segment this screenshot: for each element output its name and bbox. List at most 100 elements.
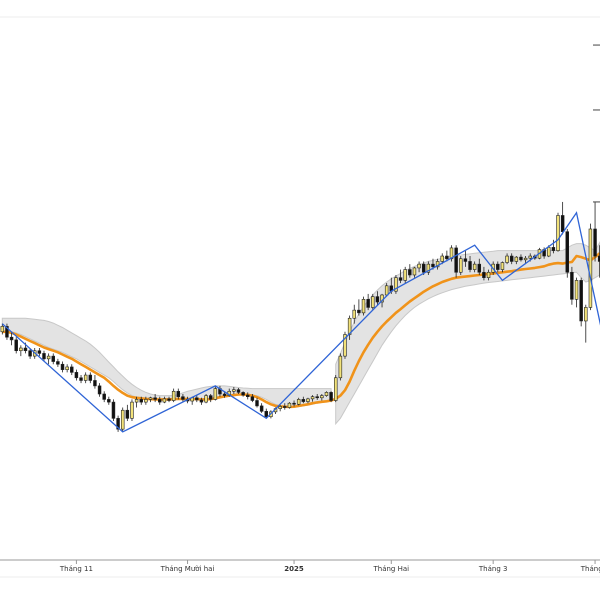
candle-body-down — [195, 397, 199, 401]
candle-body-up — [46, 355, 51, 360]
candle-body-up — [320, 395, 324, 399]
candle — [584, 304, 588, 343]
candle-body-up — [19, 347, 23, 352]
candle — [505, 253, 509, 265]
candle — [60, 361, 65, 373]
candle-body-down — [292, 402, 296, 405]
x-tick-label: Tháng 3 — [478, 565, 508, 573]
candles-layer — [0, 201, 600, 432]
candle-body-up — [472, 263, 477, 270]
envelope-band — [1, 240, 600, 426]
candle — [343, 331, 347, 359]
candle-body-down — [60, 363, 65, 370]
candle-body-down — [463, 258, 468, 262]
candle — [551, 239, 556, 254]
candle — [246, 392, 250, 400]
candle-body-down — [468, 261, 472, 270]
candle-body-down — [125, 409, 130, 419]
candle — [361, 296, 366, 316]
candle-body-down — [56, 361, 60, 365]
candle-body-down — [42, 353, 46, 360]
candle — [574, 277, 579, 308]
candle — [560, 201, 565, 235]
candle — [88, 372, 93, 384]
candle — [292, 400, 296, 407]
candle — [195, 395, 199, 403]
candle-body-up — [333, 377, 338, 401]
candle-body-down — [79, 377, 83, 381]
candle-body-up — [588, 228, 593, 308]
candle-body-down — [222, 393, 227, 396]
candle-body-up — [505, 255, 509, 263]
candle — [236, 388, 241, 394]
candle — [250, 393, 255, 403]
candle — [408, 264, 412, 278]
candle-body-down — [236, 389, 241, 393]
candle-body-down — [482, 271, 486, 278]
candle-body-up — [384, 285, 389, 296]
candle-body-up — [574, 280, 579, 300]
candle-body-up — [310, 396, 315, 400]
moving-average-layer — [2, 252, 600, 409]
candle-body-up — [65, 366, 69, 370]
candle — [79, 375, 83, 384]
candle — [371, 293, 375, 311]
candle-body-down — [259, 405, 264, 412]
x-tick-label: Tháng Mười hai — [160, 565, 215, 573]
candle — [14, 337, 18, 354]
candle — [296, 397, 301, 406]
candle — [259, 403, 264, 413]
candle-body-down — [28, 350, 32, 357]
candle-body-up — [83, 374, 88, 381]
candle-body-up — [371, 296, 375, 308]
candle — [463, 250, 468, 267]
candle — [46, 353, 51, 365]
candle-body-down — [565, 231, 570, 273]
candle — [329, 391, 333, 403]
candle — [213, 385, 218, 401]
candle — [468, 256, 472, 273]
candle — [454, 245, 458, 278]
candle-body-down — [366, 299, 370, 308]
candle — [264, 408, 268, 419]
candle-body-down — [9, 336, 14, 341]
right-axis-ticks — [593, 44, 600, 203]
candle — [102, 391, 106, 403]
candle — [158, 396, 162, 405]
candle-body-up — [417, 263, 421, 269]
candle-body-down — [445, 255, 449, 260]
candle-body-down — [176, 390, 181, 398]
candle — [130, 399, 134, 422]
candle-body-up — [547, 247, 551, 257]
candle-body-down — [421, 263, 426, 273]
candle — [486, 269, 491, 281]
candle-body-up — [500, 262, 505, 270]
candle — [74, 369, 79, 381]
candle-body-up — [324, 392, 329, 396]
candle-body-up — [171, 390, 176, 401]
candle — [496, 261, 500, 273]
candle — [9, 331, 14, 346]
candle-body-up — [394, 277, 398, 292]
candle-body-up — [523, 257, 528, 261]
candle — [324, 391, 329, 397]
candle — [153, 393, 157, 403]
candle-body-down — [570, 271, 574, 300]
candle — [83, 372, 88, 384]
candle — [5, 323, 9, 340]
candle — [301, 396, 306, 404]
candle — [241, 391, 245, 397]
candle-body-down — [357, 309, 361, 314]
candle-body-down — [301, 399, 306, 402]
candle-body-up — [352, 309, 356, 319]
candle — [459, 256, 463, 275]
candle — [204, 393, 208, 404]
candle — [107, 396, 111, 405]
candle — [283, 403, 287, 410]
candle — [519, 254, 523, 262]
zigzag-layer — [1, 211, 600, 433]
candle — [352, 304, 356, 324]
candle-body-down — [315, 396, 319, 399]
candle — [579, 277, 583, 327]
